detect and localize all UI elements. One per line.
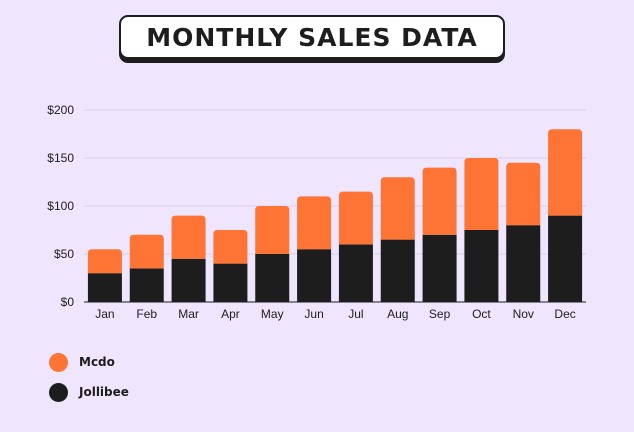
bar-mcdo-feb	[129, 234, 164, 269]
bar-jollibee-mar	[171, 258, 206, 302]
bar-jollibee-jan	[87, 273, 122, 302]
legend-swatch-mcdo	[49, 352, 68, 372]
x-tick-label: Apr	[221, 307, 240, 321]
bar-mcdo-oct	[464, 158, 499, 230]
bar-mcdo-aug	[380, 177, 415, 240]
x-tick-label: Jun	[304, 307, 323, 321]
legend: Mcdo Jollibee	[49, 352, 129, 412]
x-tick-label: Feb	[136, 307, 157, 321]
bar-jollibee-jun	[297, 249, 332, 302]
bar-mcdo-jan	[87, 249, 122, 274]
bar-mcdo-jul	[338, 191, 373, 245]
x-tick-label: Oct	[472, 307, 491, 321]
y-tick-label: $50	[54, 247, 74, 261]
bar-jollibee-sep	[422, 234, 457, 302]
bar-mcdo-nov	[506, 162, 541, 226]
bar-jollibee-aug	[380, 239, 415, 302]
x-tick-label: Dec	[554, 307, 575, 321]
bar-jollibee-dec	[548, 215, 583, 302]
stacked-bar-chart: $0 $50 $100 $150 $200 Jan Feb Mar Apr May Jun Jul Au…	[47, 103, 586, 321]
legend-item-jollibee: Jollibee	[49, 382, 129, 402]
x-tick-label: May	[261, 307, 284, 321]
y-tick-label: $0	[61, 295, 75, 309]
legend-item-mcdo: Mcdo	[49, 352, 129, 372]
legend-label-jollibee: Jollibee	[79, 385, 129, 399]
y-tick-label: $200	[47, 103, 74, 117]
bar-mcdo-may	[255, 206, 290, 254]
chart-title-box: MONTHLY SALES DATA	[119, 15, 505, 59]
bar-jollibee-jul	[338, 244, 373, 302]
bar-jollibee-nov	[506, 225, 541, 302]
legend-swatch-jollibee	[49, 382, 68, 402]
y-tick-label: $100	[47, 199, 74, 213]
x-tick-label: Nov	[513, 307, 534, 321]
x-tick-label: Jan	[95, 307, 114, 321]
bar-mcdo-sep	[422, 167, 457, 235]
bar-mcdo-apr	[213, 230, 248, 264]
bar-mcdo-jun	[297, 196, 332, 250]
y-tick-label: $150	[47, 151, 74, 165]
bar-jollibee-feb	[129, 268, 164, 302]
x-tick-label: Sep	[429, 307, 451, 321]
bar-jollibee-oct	[464, 230, 499, 302]
legend-label-mcdo: Mcdo	[79, 355, 115, 369]
bar-mcdo-dec	[548, 129, 583, 216]
bar-jollibee-may	[255, 254, 290, 302]
chart-title: MONTHLY SALES DATA	[146, 22, 478, 52]
bar-jollibee-apr	[213, 263, 248, 302]
bar-mcdo-mar	[171, 215, 206, 259]
x-tick-label: Jul	[348, 307, 363, 321]
x-tick-label: Mar	[178, 307, 199, 321]
x-tick-label: Aug	[387, 307, 408, 321]
